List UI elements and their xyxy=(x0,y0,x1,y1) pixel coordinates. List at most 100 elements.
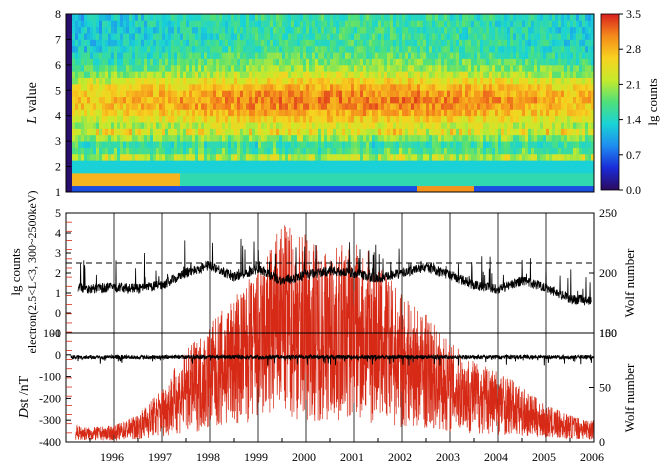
heatmap-cell xyxy=(336,179,340,187)
heatmap-cell xyxy=(456,134,460,142)
heatmap-cell xyxy=(354,128,358,136)
heatmap-cell xyxy=(129,147,133,155)
heatmap-cell xyxy=(114,160,118,167)
heatmap-cell xyxy=(381,122,385,129)
heatmap-cell xyxy=(282,58,286,66)
heatmap-cell xyxy=(315,90,319,98)
heatmap-cell xyxy=(531,160,535,167)
heatmap-cell xyxy=(426,134,430,142)
heatmap-cell xyxy=(324,166,328,174)
heatmap-cell xyxy=(162,153,166,161)
heatmap-cell xyxy=(189,141,193,148)
heatmap-cell xyxy=(99,52,103,59)
heatmap-cell xyxy=(576,172,580,180)
heatmap-cell xyxy=(552,83,556,91)
heatmap-cell xyxy=(219,109,223,117)
heatmap-cell xyxy=(78,115,82,123)
heatmap-cell xyxy=(306,14,310,21)
heatmap-cell xyxy=(363,90,367,98)
heatmap-cell xyxy=(486,45,490,53)
heatmap-cell xyxy=(90,26,94,34)
heatmap-cell xyxy=(333,115,337,123)
heatmap-cell xyxy=(99,115,103,123)
heatmap-cell xyxy=(549,128,553,136)
heatmap-cell xyxy=(294,122,298,129)
heatmap-cell xyxy=(222,141,226,148)
heatmap-cell xyxy=(93,185,97,192)
heatmap-cell xyxy=(297,90,301,98)
heatmap-cell xyxy=(246,14,250,21)
heatmap-cell xyxy=(294,71,298,78)
heatmap-cell xyxy=(291,33,295,40)
heatmap-cell xyxy=(420,14,424,21)
heatmap-cell xyxy=(309,64,313,72)
heatmap-cell xyxy=(99,39,103,47)
heatmap-cell xyxy=(147,185,151,192)
heatmap-cell xyxy=(591,33,594,40)
heatmap-cell xyxy=(96,115,100,123)
heatmap-cell xyxy=(171,45,175,53)
heatmap-cell xyxy=(318,58,322,66)
heatmap-cell xyxy=(534,134,538,142)
heatmap-cell xyxy=(165,26,169,34)
heatmap-cell xyxy=(414,64,418,72)
heatmap-cell xyxy=(186,52,190,59)
heatmap-cell xyxy=(309,172,313,180)
heatmap-cell xyxy=(123,20,127,28)
heatmap-cell xyxy=(429,26,433,34)
heatmap-cell xyxy=(120,128,124,136)
heatmap-cell xyxy=(582,103,586,110)
heatmap-cell xyxy=(372,14,376,21)
heatmap-cell xyxy=(126,185,130,192)
heatmap-cell xyxy=(444,26,448,34)
heatmap-cell xyxy=(576,20,580,28)
heatmap-cell xyxy=(111,58,115,66)
heatmap-cell xyxy=(453,109,457,117)
heatmap-cell xyxy=(96,14,100,21)
heatmap-cell xyxy=(408,33,412,40)
heatmap-cell xyxy=(426,103,430,110)
heatmap-cell xyxy=(249,39,253,47)
heatmap-cell xyxy=(384,153,388,161)
heatmap-cell xyxy=(96,45,100,53)
heatmap-cell xyxy=(348,58,352,66)
heatmap-cell xyxy=(567,109,571,117)
heatmap-cell xyxy=(576,96,580,104)
heatmap-cell xyxy=(522,58,526,66)
heatmap-cell xyxy=(480,141,484,148)
heatmap-cell xyxy=(354,14,358,21)
heatmap-cell xyxy=(396,103,400,110)
heatmap-cell xyxy=(144,45,148,53)
heatmap-cell xyxy=(315,166,319,174)
heatmap-cell xyxy=(180,52,184,59)
heatmap-cell xyxy=(459,77,463,85)
heatmap-cell xyxy=(162,147,166,155)
heatmap-cell xyxy=(357,122,361,129)
heatmap-cell xyxy=(513,58,517,66)
heatmap-cell xyxy=(150,58,154,66)
heatmap-cell xyxy=(378,52,382,59)
heatmap-cell xyxy=(288,103,292,110)
heatmap-cell xyxy=(543,109,547,117)
heatmap-cell xyxy=(588,71,592,78)
heatmap-cell xyxy=(324,160,328,167)
heatmap-cell xyxy=(492,14,496,21)
heatmap-cell xyxy=(336,185,340,192)
heatmap-cell xyxy=(210,172,214,180)
heatmap-cell xyxy=(222,128,226,136)
heatmap-cell xyxy=(489,153,493,161)
heatmap-cell xyxy=(372,83,376,91)
heatmap-cell xyxy=(276,109,280,117)
heatmap-cell xyxy=(114,45,118,53)
heatmap-cell xyxy=(309,160,313,167)
heatmap-cell xyxy=(540,26,544,34)
heatmap-cell xyxy=(177,134,181,142)
heatmap-cell xyxy=(213,160,217,167)
heatmap-cell xyxy=(489,179,493,187)
heatmap-cell xyxy=(138,58,142,66)
heatmap-cell xyxy=(459,58,463,66)
heatmap-cell xyxy=(474,115,478,123)
heatmap-cell xyxy=(570,153,574,161)
heatmap-cell xyxy=(399,147,403,155)
heatmap-cell xyxy=(210,58,214,66)
